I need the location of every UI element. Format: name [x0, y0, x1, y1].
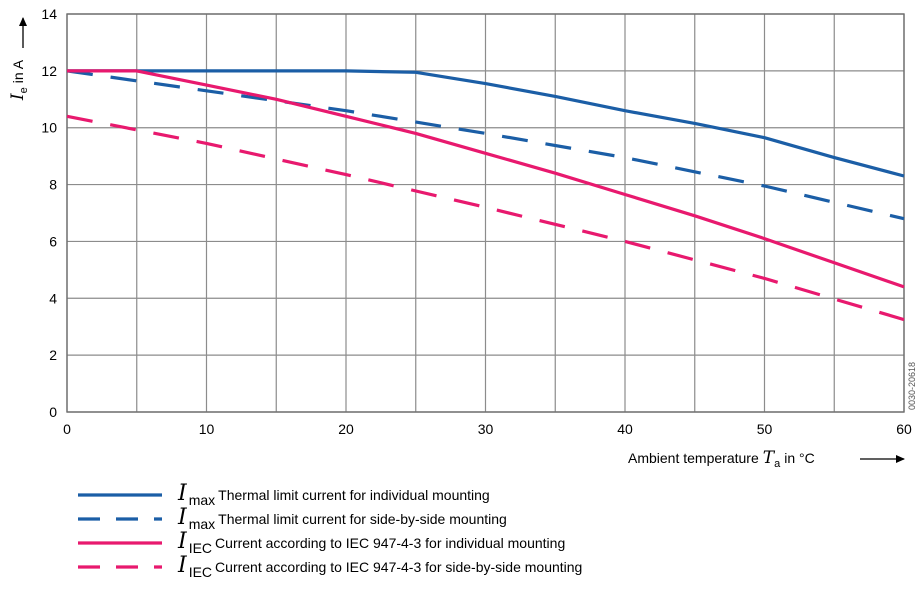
series-line-4	[66, 114, 905, 322]
legend-symbol: I	[177, 505, 188, 530]
x-axis-unit: in °C	[784, 450, 815, 466]
y-tick-label: 2	[49, 347, 57, 363]
y-tick-label: 8	[49, 177, 57, 193]
legend-subscript: IEC	[189, 540, 212, 556]
y-tick-label: 12	[41, 63, 57, 79]
series-line-2	[66, 69, 905, 221]
x-axis-title: Ambient temperature	[628, 450, 759, 466]
legend-symbol: I	[177, 529, 188, 554]
x-tick-label: 60	[896, 421, 912, 437]
series-line-1	[67, 69, 905, 178]
side-note: 0030-20618	[907, 362, 916, 410]
legend-label: Thermal limit current for individual mou…	[218, 487, 490, 503]
legend-symbol: I	[177, 481, 188, 506]
x-axis-subscript: a	[774, 458, 781, 470]
legend-subscript: IEC	[189, 564, 212, 580]
y-tick-label: 6	[49, 233, 57, 249]
x-tick-label: 20	[338, 421, 354, 437]
legend-item-4: I IEC Current according to IEC 947-4-3 for…	[177, 553, 582, 580]
y-axis-subscript: e	[18, 87, 30, 93]
y-tick-label: 0	[49, 404, 57, 420]
y-axis-unit: in A	[10, 59, 26, 83]
series-line-3	[67, 69, 905, 289]
plot-frame	[66, 13, 905, 413]
y-axis-label: Ie in A	[8, 59, 30, 101]
x-tick-label: 50	[757, 421, 773, 437]
y-tick-label: 4	[49, 290, 57, 306]
x-axis-symbol: T	[763, 448, 776, 468]
legend-item-3: I IEC Current according to IEC 947-4-3 for…	[177, 529, 565, 556]
y-tick-label: 14	[41, 6, 57, 22]
svg-text:Iein A: Ie in A	[8, 59, 30, 101]
legend-subscript: max	[189, 516, 215, 532]
legend-label: Thermal limit current for side-by-side m…	[218, 511, 507, 527]
x-tick-label: 30	[478, 421, 494, 437]
y-axis-symbol: I	[8, 93, 28, 101]
legend-label: Current according to IEC 947-4-3 for sid…	[215, 559, 582, 575]
legend-label: Current according to IEC 947-4-3 for ind…	[215, 535, 565, 551]
legend-symbol: I	[177, 553, 188, 578]
x-tick-label: 0	[63, 421, 71, 437]
x-tick-label: 40	[617, 421, 633, 437]
grid	[66, 13, 905, 413]
y-tick-label: 10	[41, 120, 57, 136]
series-layer	[66, 69, 905, 322]
x-tick-label: 10	[199, 421, 215, 437]
axis-ticks: 0 10 20 30 40 50 60 0 2 4 6 8 10 12 14	[41, 6, 912, 437]
x-axis-label: Ambient temperature Ta in °C	[628, 448, 815, 470]
legend-subscript: max	[189, 492, 215, 508]
